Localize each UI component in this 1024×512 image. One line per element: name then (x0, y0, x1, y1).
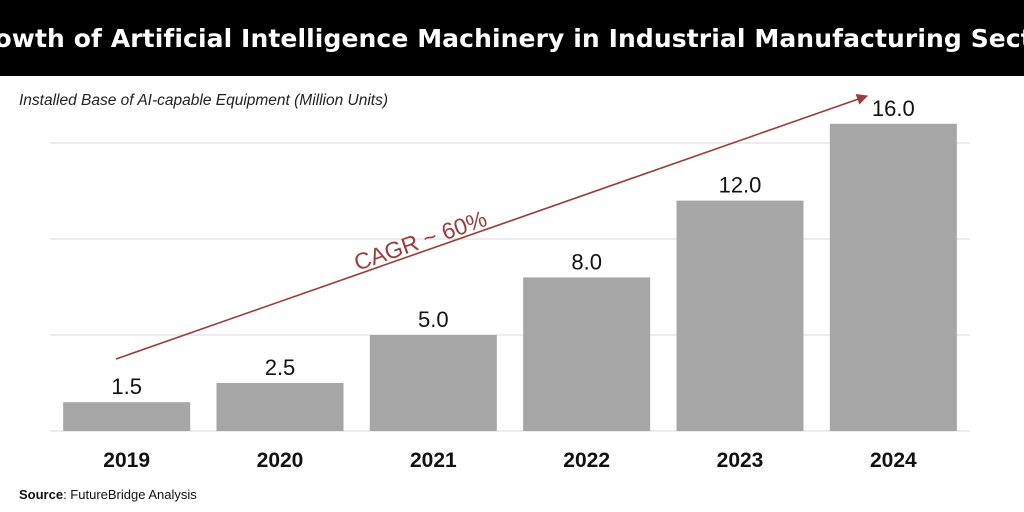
bar-2019 (63, 402, 191, 431)
cagr-arrow (115, 94, 869, 360)
data-label-2019: 1.5 (111, 374, 142, 399)
bar-2022 (523, 277, 651, 431)
x-tick-label-2024: 2024 (870, 449, 917, 472)
data-label-2023: 12.0 (719, 173, 762, 198)
data-label-2022: 8.0 (571, 249, 602, 274)
source-text: : FutureBridge Analysis (63, 487, 197, 502)
bar-2021 (369, 335, 497, 431)
x-tick-label-2020: 2020 (257, 449, 304, 472)
data-label-2020: 2.5 (265, 355, 296, 380)
x-tick-label-2022: 2022 (563, 449, 610, 472)
chart-subtitle: Installed Base of AI-capable Equipment (… (19, 92, 389, 109)
chart-title: Growth of Artificial Intelligence Machin… (0, 23, 1024, 53)
source-label: Source (19, 487, 64, 502)
source-note: Source: FutureBridge Analysis (19, 487, 197, 502)
data-label-2021: 5.0 (418, 307, 449, 332)
x-tick-label-2019: 2019 (103, 449, 150, 472)
bar-2024 (829, 123, 957, 432)
bar-2023 (676, 200, 804, 431)
x-tick-label-2021: 2021 (410, 449, 457, 472)
cagr-annotation: CAGR ~ 60% (351, 205, 491, 275)
x-tick-label-2023: 2023 (717, 449, 764, 472)
bar-2020 (216, 383, 344, 431)
data-label-2024: 16.0 (872, 96, 915, 121)
title-bar: Growth of Artificial Intelligence Machin… (0, 0, 1024, 76)
